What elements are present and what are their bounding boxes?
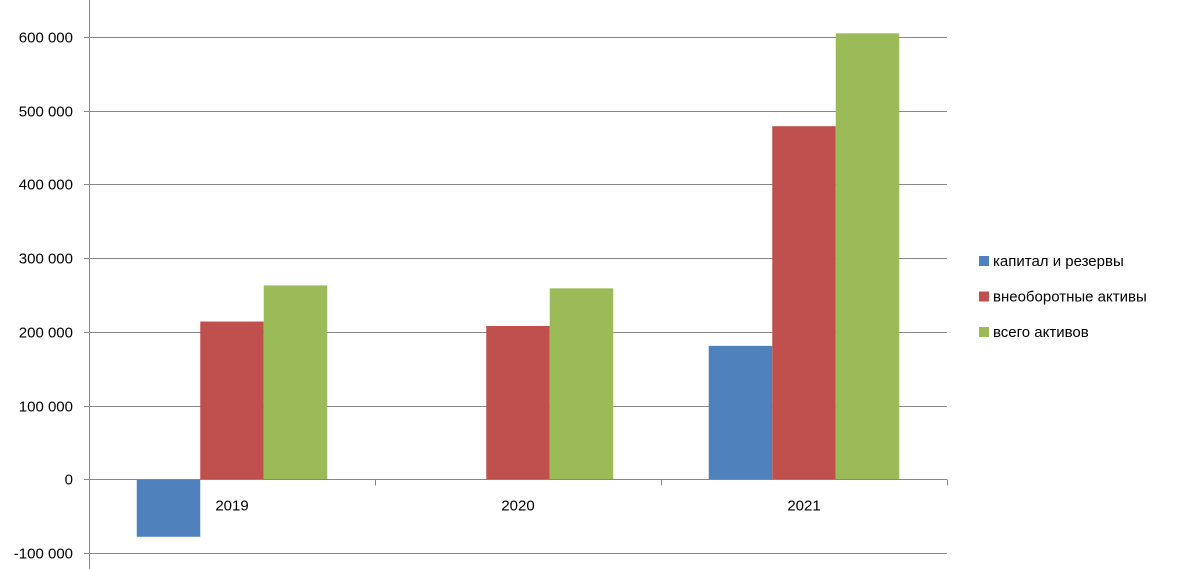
y-tick-label: 400 000	[19, 177, 73, 194]
legend-swatch	[979, 256, 989, 266]
axes	[84, 0, 948, 569]
bars	[136, 33, 900, 537]
legend: капитал и резервы внеоборотные активы всег…	[979, 253, 1147, 341]
x-category-label: 2020	[501, 498, 534, 515]
y-tick-label: -100 000	[14, 546, 73, 563]
bar-2019-series-2	[263, 285, 328, 480]
x-axis-category-labels: 2019 2020 2021	[215, 498, 820, 515]
y-tick-label: 100 000	[19, 399, 73, 416]
x-category-label: 2019	[215, 498, 248, 515]
legend-swatch	[979, 291, 989, 302]
bar-2020-series-1	[486, 325, 550, 480]
y-tick-label: 500 000	[19, 104, 73, 121]
bar-2019-series-1	[200, 321, 264, 480]
bar-2020-series-2	[549, 288, 614, 480]
y-tick-label: 300 000	[19, 251, 73, 268]
legend-label: внеоборотные активы	[993, 289, 1147, 306]
x-category-label: 2021	[787, 498, 820, 515]
bar-2021-series-1	[772, 126, 836, 480]
bar-2019-series-0	[136, 479, 201, 537]
y-tick-label: 0	[65, 472, 73, 489]
y-tick-label: 600 000	[19, 30, 73, 47]
legend-label: всего активов	[993, 324, 1089, 341]
y-axis-tick-labels: -100 000 0 100 000 200 000 300 000 400 000 500…	[14, 30, 73, 563]
legend-swatch	[979, 327, 989, 337]
bar-2021-series-0	[708, 345, 773, 480]
bar-2021-series-2	[835, 33, 900, 480]
legend-label: капитал и резервы	[993, 253, 1124, 270]
y-tick-label: 200 000	[19, 325, 73, 342]
